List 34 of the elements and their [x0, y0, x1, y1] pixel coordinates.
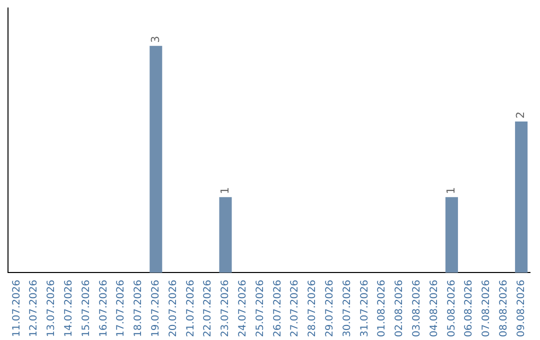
- x-tick-label: 06.08.2026: [464, 280, 475, 338]
- data-label: 3: [148, 36, 162, 43]
- x-tick-label: 25.07.2026: [254, 280, 266, 338]
- x-tick-label: 12.07.2026: [28, 280, 40, 338]
- x-tick-label: 11.07.2026: [11, 280, 22, 338]
- x-tick-label: 04.08.2026: [428, 280, 440, 338]
- x-tick-label: 26.07.2026: [272, 280, 284, 338]
- data-label: 2: [514, 111, 528, 118]
- x-tick-label: 20.07.2026: [168, 280, 179, 338]
- x-tick-label: 05.08.2026: [446, 280, 458, 338]
- x-tick-label: 29.07.2026: [324, 280, 336, 338]
- x-tick-label: 19.07.2026: [150, 280, 162, 338]
- x-tick-label: 28.07.2026: [307, 280, 318, 338]
- x-tick-label: 08.08.2026: [498, 280, 510, 338]
- x-tick-label: 24.07.2026: [237, 280, 248, 338]
- data-label: 1: [218, 187, 232, 194]
- x-tick-label: 15.07.2026: [80, 280, 92, 338]
- x-tick-label: 18.07.2026: [133, 280, 144, 338]
- x-tick-label: 01.08.2026: [376, 280, 388, 338]
- x-tick-label: 14.07.2026: [63, 280, 74, 338]
- x-tick-label: 13.07.2026: [46, 280, 58, 338]
- data-label: 1: [444, 187, 458, 194]
- x-tick-label: 07.08.2026: [481, 280, 492, 338]
- x-tick-label: 17.07.2026: [116, 280, 127, 338]
- x-tick-label: 31.07.2026: [359, 280, 370, 338]
- x-tick-label: 22.07.2026: [202, 280, 214, 338]
- x-tick-label: 09.08.2026: [516, 280, 527, 338]
- x-tick-label: 23.07.2026: [220, 280, 232, 338]
- x-tick-label: 16.07.2026: [98, 280, 110, 338]
- x-tick-label: 21.07.2026: [185, 280, 196, 338]
- x-tick-label: 03.08.2026: [411, 280, 422, 338]
- x-tick-label: 30.07.2026: [342, 280, 353, 338]
- x-tick-label: 02.08.2026: [394, 280, 406, 338]
- x-tick-label: 27.07.2026: [290, 280, 301, 338]
